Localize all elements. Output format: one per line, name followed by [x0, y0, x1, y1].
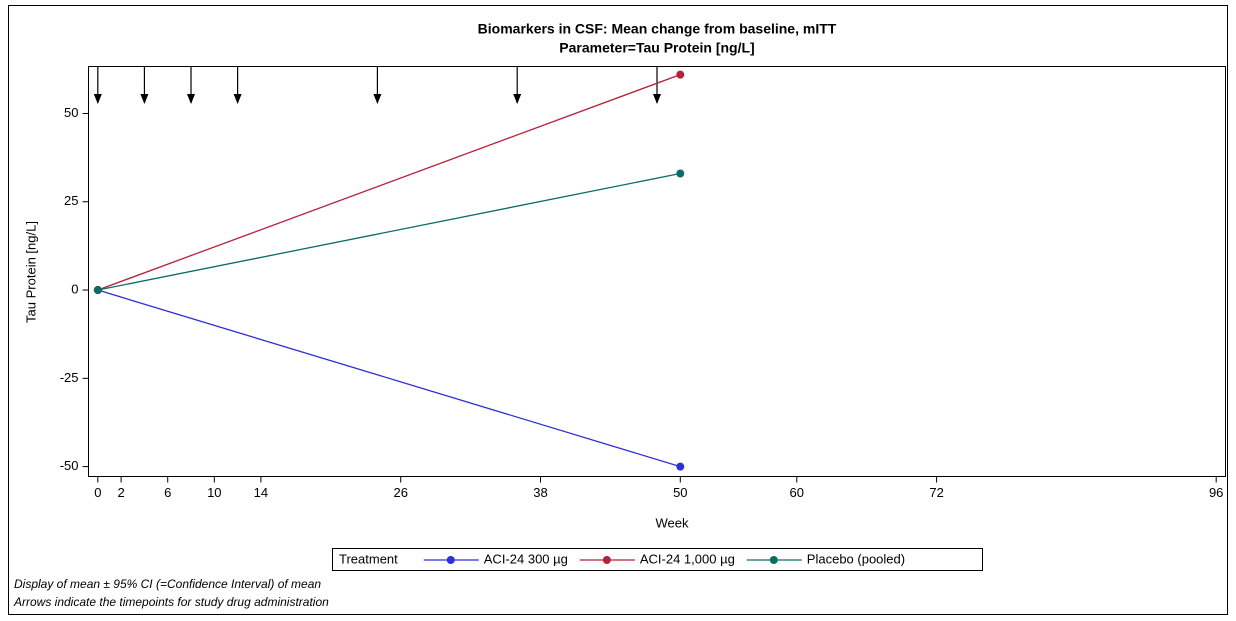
outer-frame	[8, 5, 1228, 615]
x-tick-label: 72	[929, 485, 943, 500]
x-axis-label: Week	[656, 515, 689, 530]
legend-marker	[602, 556, 611, 564]
footnote: Display of mean ± 95% CI (=Confidence In…	[14, 577, 321, 591]
data-point	[93, 286, 102, 295]
y-tick-label: 50	[64, 105, 78, 120]
legend-title: Treatment	[339, 551, 398, 566]
y-tick-label: -50	[60, 458, 79, 473]
x-tick-label: 14	[254, 485, 268, 500]
x-tick-label: 0	[94, 485, 101, 500]
x-tick-label: 60	[790, 485, 804, 500]
dosing-arrowhead	[187, 94, 196, 104]
legend-label: ACI-24 300 µg	[484, 551, 568, 566]
legend-frame	[332, 548, 983, 571]
legend-label: ACI-24 1,000 µg	[640, 551, 735, 566]
series-line	[97, 289, 681, 468]
y-tick-label: 0	[71, 281, 78, 296]
x-tick-label: 10	[207, 485, 221, 500]
legend-marker	[446, 556, 455, 564]
y-tick-label: 25	[64, 193, 78, 208]
series-line	[97, 74, 681, 291]
x-tick-label: 38	[533, 485, 547, 500]
chart-title: Biomarkers in CSF: Mean change from base…	[478, 21, 837, 37]
legend-label: Placebo (pooled)	[807, 551, 905, 566]
dosing-arrowhead	[140, 94, 149, 104]
x-tick-label: 26	[393, 485, 407, 500]
series-line	[97, 172, 681, 291]
dosing-arrowhead	[233, 94, 242, 104]
footnote: Arrows indicate the timepoints for study…	[13, 595, 329, 609]
x-tick-label: 50	[673, 485, 687, 500]
legend-marker	[769, 556, 778, 564]
y-axis-label: Tau Protein [ng/L]	[23, 221, 38, 323]
x-tick-label: 96	[1209, 485, 1223, 500]
dosing-arrowhead	[513, 94, 522, 104]
data-point	[676, 462, 685, 471]
y-tick-label: -25	[60, 370, 79, 385]
data-point	[676, 70, 685, 79]
x-tick-label: 2	[118, 485, 125, 500]
dosing-arrowhead	[373, 94, 382, 104]
plot-frame	[88, 66, 1226, 477]
dosing-arrowhead	[93, 94, 102, 104]
data-point	[676, 169, 685, 178]
chart-subtitle: Parameter=Tau Protein [ng/L]	[559, 40, 754, 56]
x-tick-label: 6	[164, 485, 171, 500]
dosing-arrowhead	[653, 94, 661, 104]
